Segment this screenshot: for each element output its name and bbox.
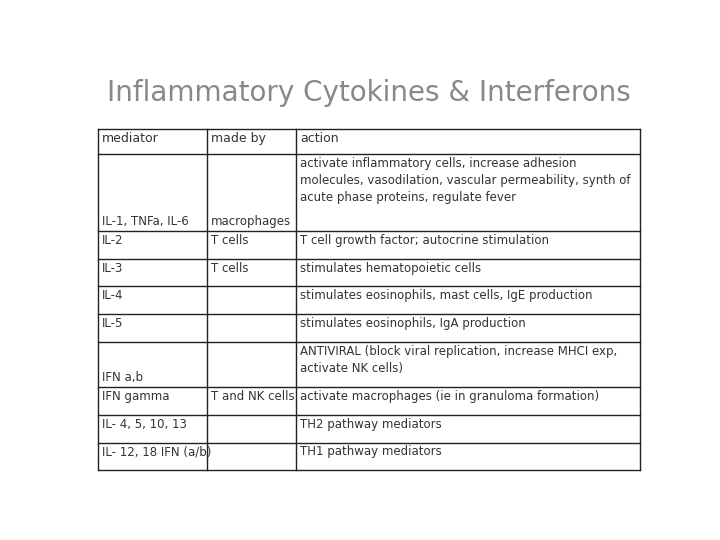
- Text: IL-5: IL-5: [102, 317, 123, 330]
- Text: action: action: [300, 132, 338, 145]
- Text: IL- 12, 18 IFN (a/b): IL- 12, 18 IFN (a/b): [102, 446, 211, 458]
- Text: IFN gamma: IFN gamma: [102, 390, 169, 403]
- Text: IL- 4, 5, 10, 13: IL- 4, 5, 10, 13: [102, 418, 186, 431]
- Text: stimulates eosinophils, IgA production: stimulates eosinophils, IgA production: [300, 317, 526, 330]
- Text: T and NK cells: T and NK cells: [210, 390, 294, 403]
- Text: activate macrophages (ie in granuloma formation): activate macrophages (ie in granuloma fo…: [300, 390, 599, 403]
- Text: T cell growth factor; autocrine stimulation: T cell growth factor; autocrine stimulat…: [300, 234, 549, 247]
- Text: IFN a,b: IFN a,b: [102, 372, 143, 384]
- Text: Inflammatory Cytokines & Interferons: Inflammatory Cytokines & Interferons: [107, 79, 631, 107]
- Text: activate inflammatory cells, increase adhesion
molecules, vasodilation, vascular: activate inflammatory cells, increase ad…: [300, 157, 630, 204]
- Text: IL-4: IL-4: [102, 289, 123, 302]
- Text: ANTIVIRAL (block viral replication, increase MHCI exp,
activate NK cells): ANTIVIRAL (block viral replication, incr…: [300, 345, 617, 375]
- Text: T cells: T cells: [210, 262, 248, 275]
- Text: made by: made by: [210, 132, 266, 145]
- Text: macrophages: macrophages: [210, 215, 291, 228]
- Text: mediator: mediator: [102, 132, 158, 145]
- Text: TH1 pathway mediators: TH1 pathway mediators: [300, 446, 441, 458]
- Text: IL-3: IL-3: [102, 262, 123, 275]
- Text: T cells: T cells: [210, 234, 248, 247]
- Text: IL-2: IL-2: [102, 234, 123, 247]
- Text: IL-1, TNFa, IL-6: IL-1, TNFa, IL-6: [102, 215, 189, 228]
- Text: TH2 pathway mediators: TH2 pathway mediators: [300, 418, 441, 431]
- Text: stimulates hematopoietic cells: stimulates hematopoietic cells: [300, 262, 481, 275]
- Text: stimulates eosinophils, mast cells, IgE production: stimulates eosinophils, mast cells, IgE …: [300, 289, 593, 302]
